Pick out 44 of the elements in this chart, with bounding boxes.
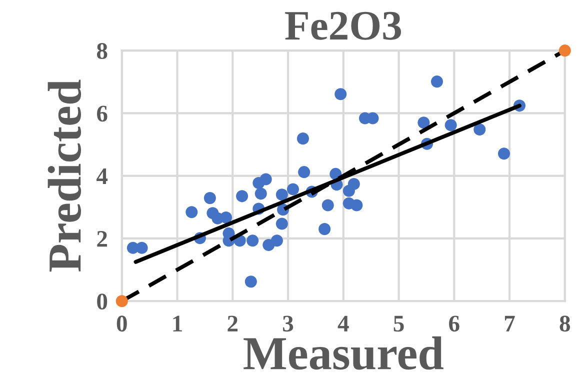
point [322,199,334,212]
point [204,192,216,204]
point [474,123,486,136]
point [186,206,198,218]
x-tick-label: 6 [449,316,460,332]
point [350,199,363,212]
y-tick-label: 6 [97,106,108,122]
x-tick-label: 7 [504,316,515,332]
point [246,234,259,247]
point [220,211,232,224]
x-tick-label: 5 [394,316,404,332]
point [244,276,257,288]
point [136,242,148,254]
point [276,218,288,230]
y-tick-label: 2 [97,231,107,247]
point [418,116,430,129]
x-tick-label: 3 [283,316,294,332]
y-tick-label: 0 [97,294,108,310]
x-tick-label: 1 [173,316,182,332]
y-tick-label: 4 [96,168,108,184]
point [286,183,300,196]
point [298,166,310,178]
point [430,76,443,88]
y-tick-label: 8 [96,43,108,59]
y-axis-title: Predicted [48,80,82,272]
point [498,148,510,160]
x-tick-label: 4 [338,316,349,332]
chart-title: Fe2O3 [285,12,401,40]
point [348,178,360,190]
point [296,132,309,145]
point [444,119,457,132]
x-axis-title: Measured [244,336,444,370]
point [254,188,267,200]
point [276,188,288,201]
point [334,88,347,100]
point [116,295,128,308]
point [270,234,283,247]
x-tick-label: 0 [116,316,127,332]
x-tick-label: 2 [228,316,238,332]
point [236,190,248,202]
point [318,223,331,236]
point [260,173,272,186]
point [558,44,571,57]
x-tick-label: 8 [560,316,570,332]
